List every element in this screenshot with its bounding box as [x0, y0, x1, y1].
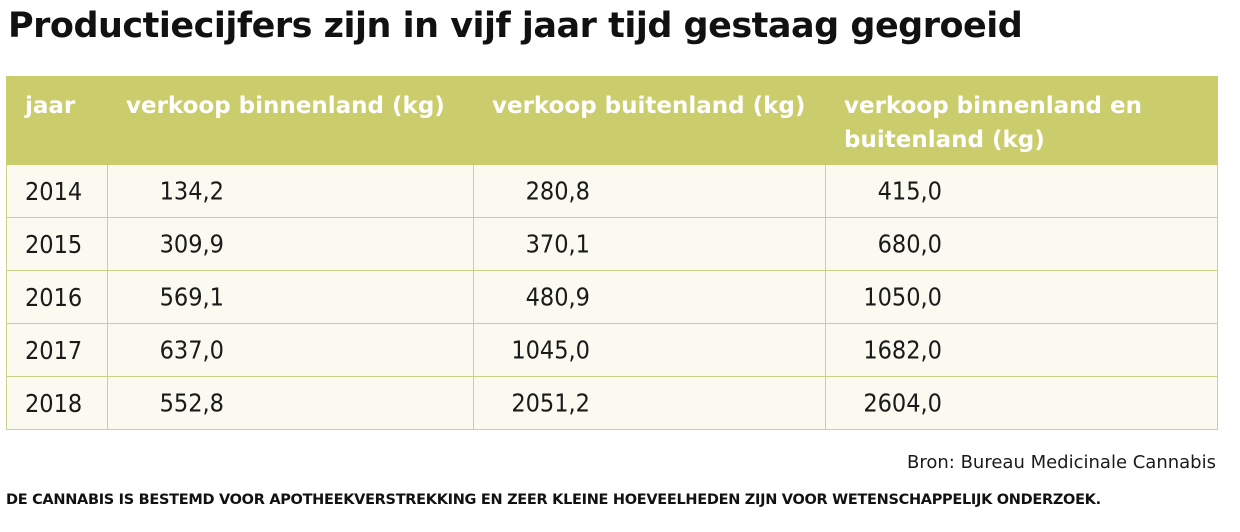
cell-value: 280,8	[525, 176, 590, 206]
cell-foreign: 280,8	[473, 164, 826, 218]
cell-value: 680,0	[877, 229, 942, 259]
cell-value: 134,2	[159, 176, 224, 206]
source-note: Bron: Bureau Medicinale Cannabis	[907, 452, 1216, 473]
chart-title: Productiecijfers zijn in vijf jaar tijd …	[8, 6, 1023, 46]
cell-value: 637,0	[159, 335, 224, 365]
cell-foreign: 1045,0	[473, 323, 826, 377]
column-header-year: jaar	[6, 76, 108, 165]
data-table: jaar verkoop binnenland (kg) verkoop bui…	[6, 76, 1218, 430]
cell-total: 1050,0	[825, 270, 1218, 324]
cell-domestic: 569,1	[107, 270, 474, 324]
cell-value: 1045,0	[511, 335, 590, 365]
cell-foreign: 2051,2	[473, 376, 826, 430]
table-row: 2014 134,2 280,8 415,0	[6, 164, 1218, 218]
cell-value: 309,9	[159, 229, 224, 259]
cell-value: 1050,0	[863, 282, 942, 312]
column-header-domestic: verkoop binnenland (kg)	[107, 76, 474, 165]
cell-domestic: 552,8	[107, 376, 474, 430]
table-row: 2016 569,1 480,9 1050,0	[6, 270, 1218, 324]
cell-year: 2018	[6, 376, 108, 430]
cell-year: 2014	[6, 164, 108, 218]
table-row: 2017 637,0 1045,0 1682,0	[6, 323, 1218, 377]
cell-total: 2604,0	[825, 376, 1218, 430]
table-row: 2018 552,8 2051,2 2604,0	[6, 376, 1218, 430]
cell-value: 569,1	[159, 282, 224, 312]
column-header-total: verkoop binnenland en buitenland (kg)	[825, 76, 1218, 165]
cell-value: 1682,0	[863, 335, 942, 365]
cell-foreign: 370,1	[473, 217, 826, 271]
cell-value: 480,9	[525, 282, 590, 312]
table-body: 2014 134,2 280,8 415,0 2015 309,9 370,1 …	[6, 164, 1218, 430]
cell-foreign: 480,9	[473, 270, 826, 324]
cell-value: 415,0	[877, 176, 942, 206]
cell-year: 2015	[6, 217, 108, 271]
cell-domestic: 134,2	[107, 164, 474, 218]
cell-value: 2604,0	[863, 388, 942, 418]
cell-value: 370,1	[525, 229, 590, 259]
cell-total: 415,0	[825, 164, 1218, 218]
cell-domestic: 309,9	[107, 217, 474, 271]
cell-year: 2017	[6, 323, 108, 377]
footnote: DE CANNABIS IS BESTEMD VOOR APOTHEEKVERS…	[6, 492, 1101, 508]
cell-domestic: 637,0	[107, 323, 474, 377]
table-header: jaar verkoop binnenland (kg) verkoop bui…	[6, 76, 1218, 165]
column-header-foreign: verkoop buitenland (kg)	[473, 76, 826, 165]
cell-value: 2051,2	[511, 388, 590, 418]
cell-total: 680,0	[825, 217, 1218, 271]
cell-year: 2016	[6, 270, 108, 324]
cell-total: 1682,0	[825, 323, 1218, 377]
header-row: jaar verkoop binnenland (kg) verkoop bui…	[6, 76, 1218, 165]
table-row: 2015 309,9 370,1 680,0	[6, 217, 1218, 271]
cell-value: 552,8	[159, 388, 224, 418]
